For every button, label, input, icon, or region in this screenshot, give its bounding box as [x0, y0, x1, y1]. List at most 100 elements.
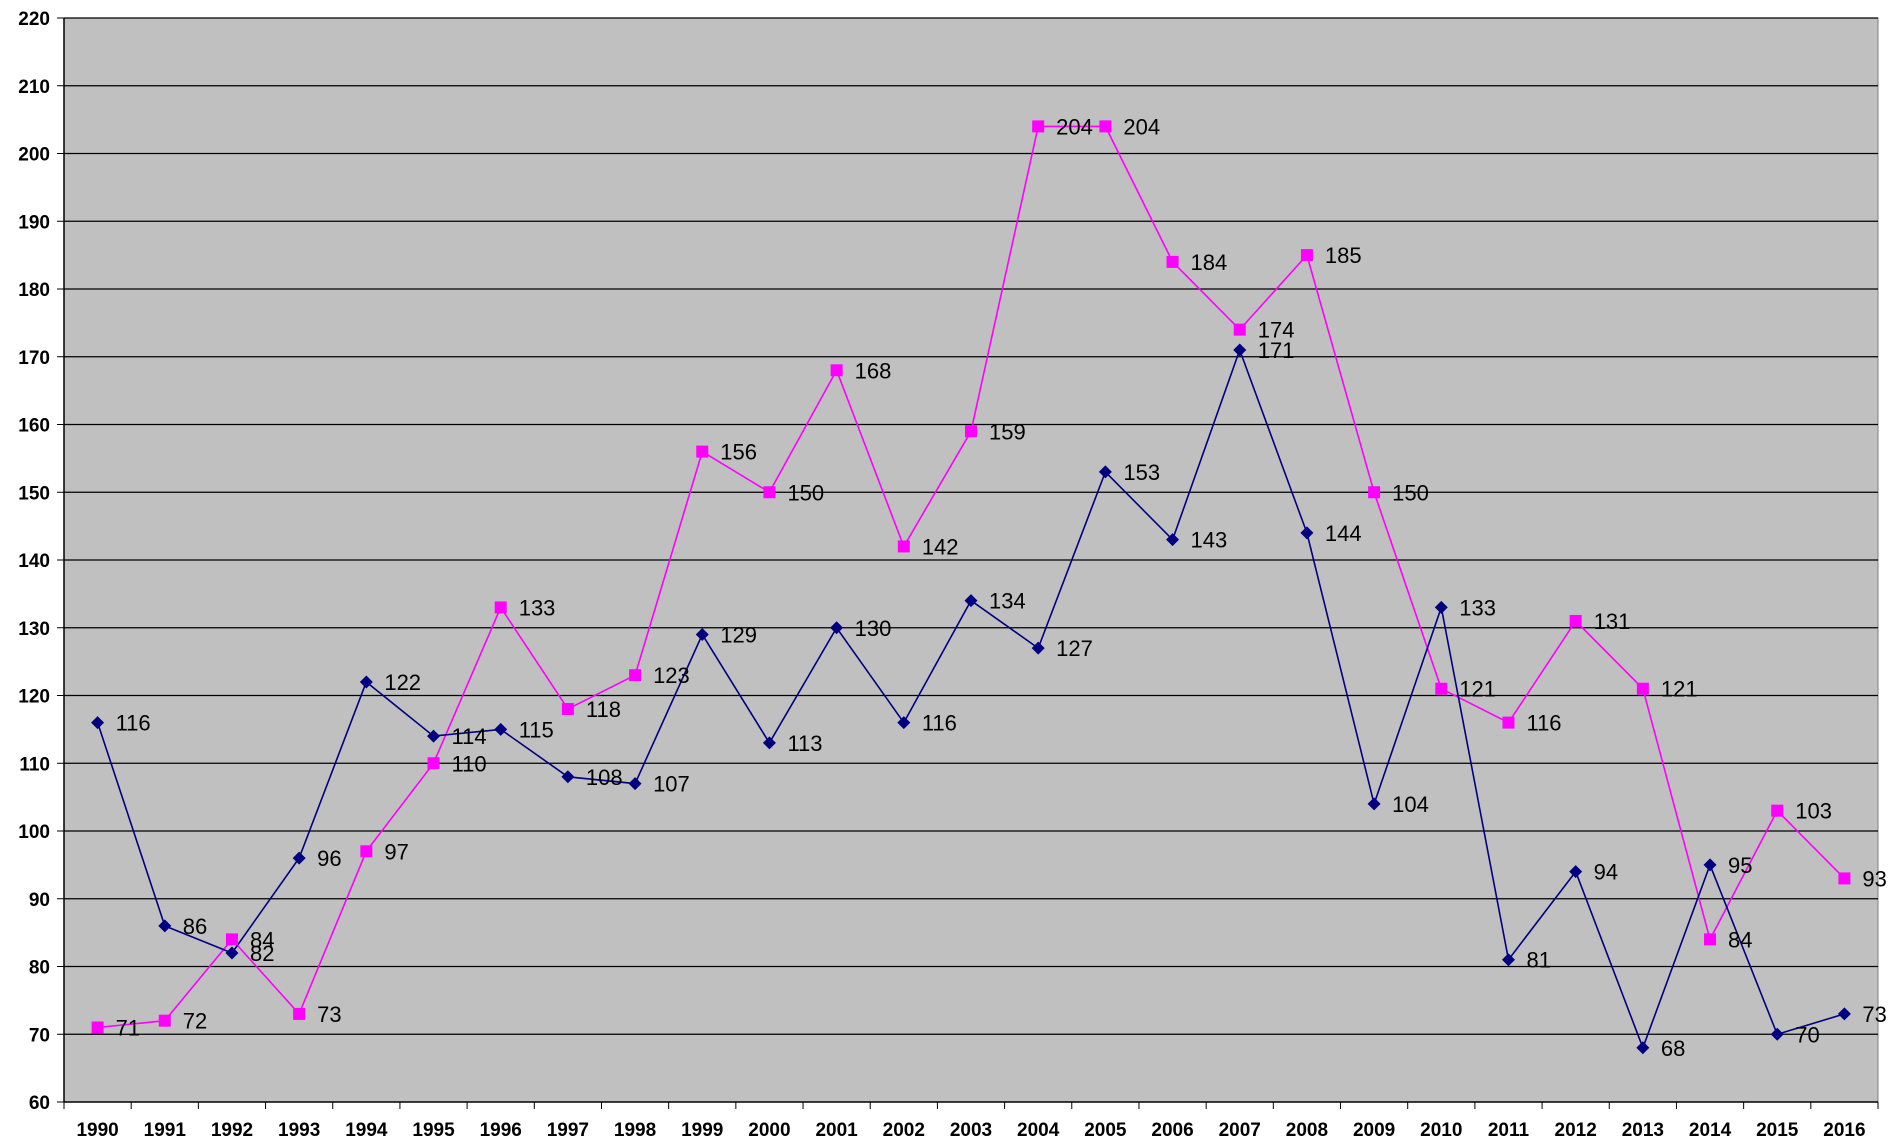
- series-0-data-label: 104: [1392, 792, 1429, 817]
- x-tick-label: 1998: [614, 1120, 656, 1141]
- x-tick-label: 1999: [681, 1120, 723, 1141]
- series-1-marker: [1502, 716, 1515, 729]
- series-0-marker: [225, 946, 239, 960]
- series-1-marker: [158, 1014, 171, 1027]
- gridlines: [64, 17, 1878, 1035]
- series-1-data-label: 73: [317, 1002, 341, 1027]
- series-0-marker: [561, 770, 575, 784]
- x-tick-label: 2009: [1353, 1120, 1395, 1141]
- series-0-marker: [762, 736, 776, 750]
- x-tick-label: 2008: [1286, 1120, 1328, 1141]
- series-1-data-label: 156: [720, 440, 757, 465]
- series-1-data-label: 150: [787, 480, 824, 505]
- x-tick-label: 2012: [1555, 1120, 1597, 1141]
- series-0-data-label: 171: [1258, 338, 1295, 363]
- series-0-marker: [1434, 600, 1448, 614]
- series-1-data-label: 133: [519, 595, 556, 620]
- series-1-data-label: 118: [586, 697, 621, 722]
- x-tick-label: 2000: [748, 1120, 790, 1141]
- series-0-data-label: 95: [1728, 853, 1752, 878]
- series-1-data-label: 84: [250, 927, 274, 952]
- series-0-marker: [158, 919, 172, 933]
- series-0-marker: [1166, 533, 1180, 547]
- y-tick-label: 200: [18, 145, 50, 166]
- y-tick-label: 120: [18, 687, 50, 708]
- y-tick-label: 80: [29, 958, 50, 979]
- series-1-marker: [360, 845, 373, 858]
- series-1-data-label: 184: [1191, 250, 1228, 275]
- x-tick-label: 1992: [211, 1120, 253, 1141]
- series-0-data-label: 108: [586, 765, 623, 790]
- series-1-marker: [1233, 323, 1246, 336]
- series-0-marker: [628, 777, 642, 791]
- series-1-data-label: 123: [653, 663, 690, 688]
- y-tick-label: 140: [18, 551, 50, 572]
- y-tick-label: 90: [29, 890, 50, 911]
- series-1-data-label: 159: [989, 419, 1026, 444]
- x-tick-label: 1994: [345, 1120, 388, 1141]
- series-0-marker: [1367, 797, 1381, 811]
- series-0-marker: [1031, 641, 1045, 655]
- x-tick-label: 2005: [1084, 1120, 1127, 1141]
- x-tick-label: 2001: [815, 1120, 858, 1141]
- series-markers: [91, 120, 1851, 1055]
- series-1-data-label: 71: [116, 1015, 140, 1040]
- series-0-data-label: 114: [452, 724, 487, 749]
- series-0-data-label: 129: [720, 623, 757, 648]
- series-1-data-label: 185: [1325, 243, 1362, 268]
- series-1-data-label: 93: [1862, 866, 1886, 891]
- x-tick-label: 2003: [950, 1120, 992, 1141]
- series-1-data-label: 204: [1123, 114, 1160, 139]
- series-1-marker: [1368, 486, 1381, 499]
- series-0-marker: [1300, 526, 1314, 540]
- series-0-marker: [1837, 1007, 1851, 1021]
- series-0-data-label: 113: [787, 731, 822, 756]
- series-1-marker: [696, 445, 709, 458]
- series-1-data-label: 110: [452, 751, 487, 776]
- series-1-marker: [561, 703, 574, 716]
- series-1-marker: [1166, 255, 1179, 268]
- series-0-data-label: 86: [183, 914, 207, 939]
- x-tick-label: 2007: [1219, 1120, 1261, 1141]
- series-0-data-label: 122: [384, 670, 421, 695]
- series-1-marker: [1636, 682, 1649, 695]
- series-0-marker: [427, 729, 441, 743]
- y-tick-label: 60: [29, 1093, 50, 1114]
- series-0-data-label: 115: [519, 717, 554, 742]
- series-1-marker: [1838, 872, 1851, 885]
- series-1-marker: [763, 486, 776, 499]
- series-0-marker: [1098, 465, 1112, 479]
- series-0-marker: [494, 722, 508, 736]
- series-0-data-label: 143: [1191, 528, 1228, 553]
- series-0-marker: [1233, 343, 1247, 357]
- series-0-marker: [1770, 1027, 1784, 1041]
- x-tick-label: 1990: [76, 1120, 118, 1141]
- series-1-marker: [830, 364, 843, 377]
- series-1-data-label: 131: [1594, 609, 1631, 634]
- x-tick-label: 2011: [1488, 1120, 1530, 1141]
- x-tick-label: 1993: [278, 1120, 320, 1141]
- series-0-marker: [830, 621, 844, 635]
- series-0-data-label: 96: [317, 846, 341, 871]
- x-tick-label: 2015: [1756, 1120, 1799, 1141]
- series-1-data-label: 174: [1258, 318, 1295, 343]
- y-axis-tick-labels: 60 70 80 90 100 110 120 130 140 150 160 170 180 190 20…: [18, 9, 50, 1114]
- series-0-data-label: 107: [653, 772, 690, 797]
- series-0-data-label: 144: [1325, 521, 1362, 546]
- x-tick-label: 2002: [883, 1120, 925, 1141]
- series-1-data-label: 168: [855, 358, 892, 383]
- series-0-marker: [292, 851, 306, 865]
- series-0-data-label: 127: [1056, 636, 1093, 661]
- x-tick-label: 2016: [1823, 1120, 1865, 1141]
- y-tick-label: 110: [19, 754, 50, 775]
- y-tick-label: 180: [18, 280, 50, 301]
- y-tick-label: 220: [18, 9, 50, 30]
- x-tick-label: 2006: [1151, 1120, 1193, 1141]
- series-1-data-label: 84: [1728, 927, 1752, 952]
- y-tick-label: 210: [18, 77, 50, 98]
- series-1-marker: [1569, 614, 1582, 627]
- series-1-data-label: 72: [183, 1009, 207, 1034]
- series-1-data-label: 103: [1795, 799, 1832, 824]
- series-1-data-label: 121: [1459, 677, 1496, 702]
